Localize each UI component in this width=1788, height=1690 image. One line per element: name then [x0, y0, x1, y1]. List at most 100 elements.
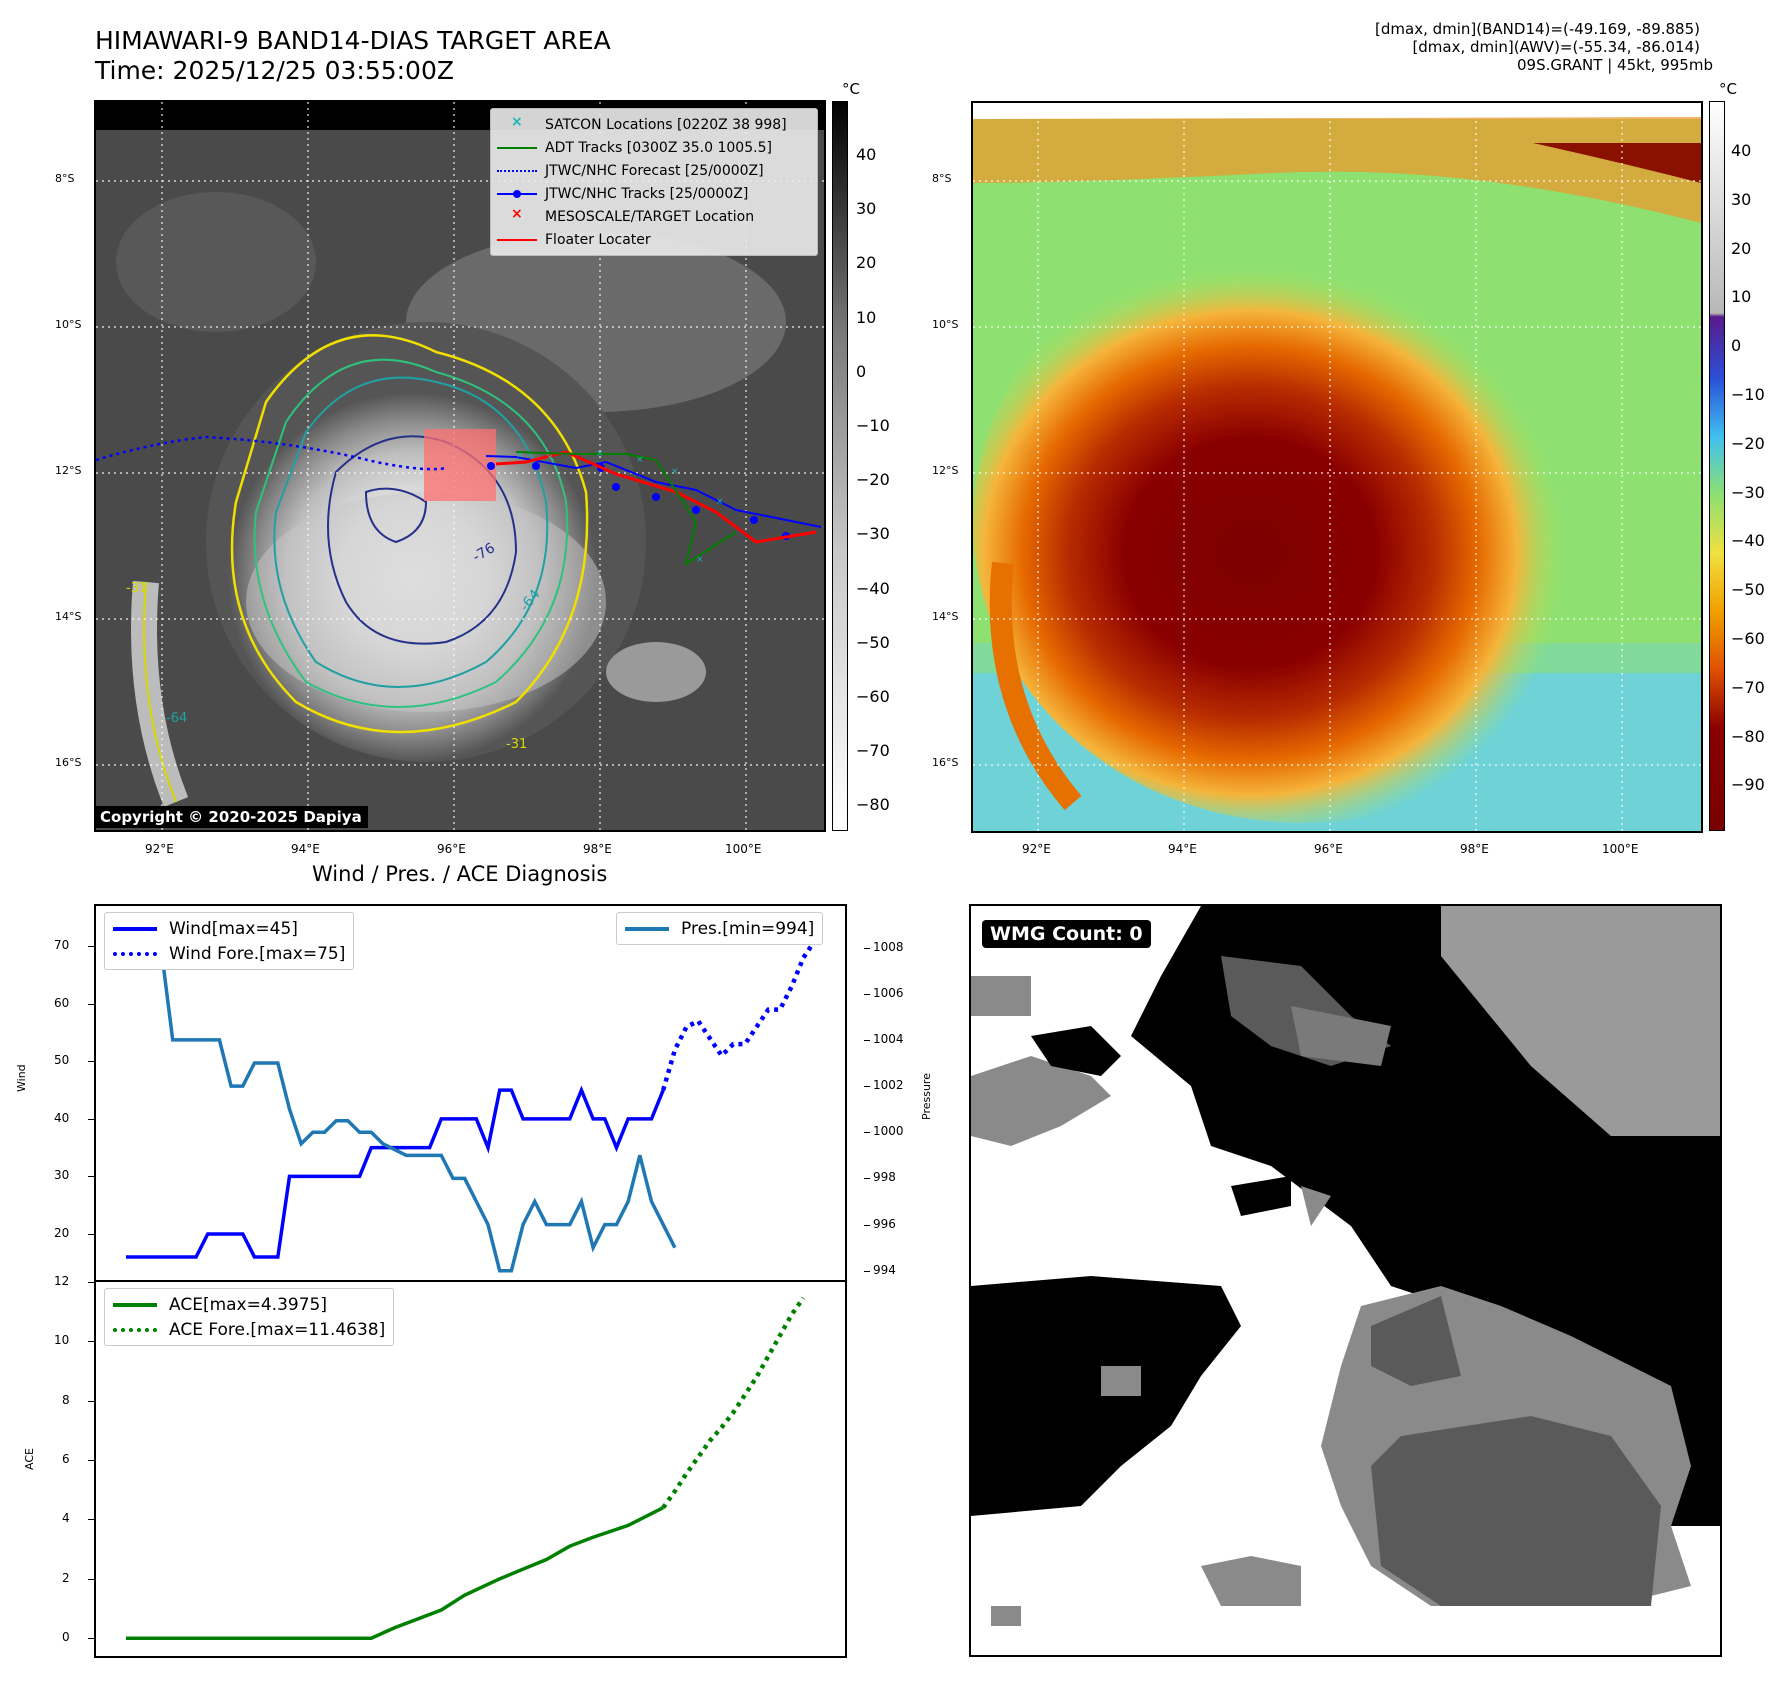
series-wind — [126, 1085, 665, 1259]
colorbar-right-tick-label: −30 — [1731, 482, 1765, 502]
legend-item-tracks: JTWC/NHC Tracks [25/0000Z] — [497, 182, 811, 205]
series-wind-fore- — [661, 939, 817, 1091]
lon-label: 100°E — [1602, 842, 1639, 856]
ace-tick-left: 0 — [62, 1630, 70, 1645]
lat-label: 10°S — [932, 318, 959, 331]
legend-item-satcon: × SATCON Locations [0220Z 38 998] — [511, 113, 787, 133]
legend-label: Floater Locater — [545, 231, 651, 248]
colorbar-right-tick-label: 20 — [1731, 238, 1752, 258]
series-pres- — [149, 945, 677, 1273]
lon-label: 94°E — [291, 842, 320, 856]
colorbar-right-tick-label: −90 — [1731, 775, 1765, 795]
colorbar-left-tick-label: −80 — [856, 795, 890, 815]
contour-label: -64 — [166, 711, 187, 726]
pressure-tick-right-mark — [864, 1132, 870, 1134]
svg-text:×: × — [546, 453, 554, 463]
wind-axis-label: Wind — [15, 1064, 28, 1092]
wind-tick-left-mark — [88, 1003, 94, 1005]
legend-item-ace-fore: ACE Fore.[max=11.4638] — [113, 1317, 385, 1342]
lon-label: 100°E — [725, 842, 762, 856]
ace-tick-left-mark — [88, 1400, 94, 1402]
chart-title: HIMAWARI-9 BAND14-DIAS TARGET AREA — [95, 26, 611, 55]
ace-axis-label: ACE — [23, 1448, 36, 1470]
lat-label: 14°S — [932, 610, 959, 623]
colorbar-left-tick-label: 30 — [856, 199, 877, 219]
wind-tick-left: 60 — [54, 995, 70, 1010]
legend-label: ACE Fore.[max=11.4638] — [169, 1319, 386, 1340]
legend-label: Wind Fore.[max=75] — [169, 943, 346, 964]
wind-tick-left-mark — [88, 1061, 94, 1063]
pressure-tick-right: 1002 — [873, 1078, 904, 1093]
ace-tick-left: 8 — [62, 1392, 70, 1407]
lat-label: 16°S — [55, 756, 82, 769]
colorbar-right-tick-label: −80 — [1731, 726, 1765, 746]
ace-tick-left-mark — [88, 1282, 94, 1283]
diagnosis-title: Wind / Pres. / ACE Diagnosis — [312, 862, 608, 886]
legend-label: ACE[max=4.3975] — [169, 1294, 327, 1315]
contour-label: -31 — [126, 581, 147, 596]
ace-tick-left: 2 — [62, 1570, 70, 1585]
info-dmax-band14: [dmax, dmin](BAND14)=(-49.169, -89.885) — [1375, 20, 1700, 38]
ace-tick-left-mark — [88, 1638, 94, 1640]
legend-item-forecast: JTWC/NHC Forecast [25/0000Z] — [497, 159, 811, 182]
map-legend: × SATCON Locations [0220Z 38 998] ADT Tr… — [490, 108, 818, 256]
pressure-tick-right-mark — [864, 1039, 870, 1041]
legend-label: Wind[max=45] — [169, 918, 298, 939]
svg-text:×: × — [671, 467, 679, 477]
colorbar-right-tick-label: −60 — [1731, 629, 1765, 648]
lat-label: 8°S — [55, 172, 75, 185]
colorbar-left-tick-label: −40 — [856, 578, 890, 598]
wind-pressure-plot — [126, 939, 817, 1273]
colorbar-right-tick-label: −10 — [1731, 385, 1765, 404]
jtwc-forecast-track — [96, 435, 447, 471]
colorbar-left-tick-label: −30 — [856, 524, 890, 544]
floater-locater — [495, 450, 817, 544]
colorbar-left-tick-label: 20 — [856, 253, 877, 273]
legend-label: SATCON Locations [0220Z 38 998] — [545, 116, 787, 133]
colorbar-left-tick-label: −20 — [856, 470, 890, 490]
svg-text:×: × — [696, 555, 704, 565]
wind-tick-left-mark — [88, 1233, 94, 1235]
lon-label: 96°E — [1314, 842, 1343, 856]
adt-track — [515, 451, 737, 567]
pressure-legend: Pres.[min=994] — [616, 912, 824, 945]
ace-tick-left-mark — [88, 1460, 94, 1462]
pressure-tick-right: 998 — [873, 1170, 896, 1185]
lon-label: 92°E — [145, 842, 174, 856]
colorbar-left-tick-label: −60 — [856, 687, 890, 706]
contour-label: -31 — [506, 737, 527, 752]
awv-color-map — [971, 101, 1703, 833]
wind-tick-left: 70 — [54, 938, 70, 953]
colorbar-left-tick-label: −70 — [856, 741, 890, 761]
copyright-badge: Copyright © 2020-2025 Dapiya — [94, 806, 368, 828]
colorbar-left — [832, 101, 848, 831]
svg-text:×: × — [516, 451, 524, 461]
colorbar-right-tick-label: 40 — [1731, 141, 1752, 160]
svg-text:×: × — [596, 449, 604, 459]
pressure-tick-right-mark — [864, 1270, 870, 1272]
ace-tick-left-mark — [88, 1519, 94, 1521]
colorbar-right-tick-label: 0 — [1731, 336, 1742, 356]
colorbar-right-tick-label: −20 — [1731, 433, 1765, 453]
mesoscale-target-box — [424, 429, 496, 501]
colorbar-left-unit: °C — [842, 80, 860, 98]
pressure-tick-right-mark — [864, 1178, 870, 1180]
svg-text:×: × — [636, 455, 644, 465]
legend-item-wind-fore: Wind Fore.[max=75] — [113, 941, 345, 966]
pressure-tick-right: 996 — [873, 1216, 896, 1231]
colorbar-right-tick-label: 30 — [1731, 189, 1752, 209]
legend-label: MESOSCALE/TARGET Location — [545, 208, 755, 225]
colorbar-right-tick-label: −70 — [1731, 677, 1765, 697]
colorbar-right-tick-label: 10 — [1731, 287, 1752, 307]
series-ace — [126, 1506, 664, 1640]
colorbar-left-tick-label: 0 — [856, 361, 867, 381]
ace-tick-left: 12 — [54, 1274, 70, 1288]
lon-label: 92°E — [1022, 842, 1051, 856]
lat-label: 10°S — [55, 318, 82, 331]
ace-tick-left-mark — [88, 1341, 94, 1343]
ace-tick-left: 4 — [62, 1511, 70, 1526]
pressure-tick-right-mark — [864, 947, 870, 949]
series-ace-fore- — [661, 1296, 806, 1509]
lat-label: 12°S — [932, 464, 959, 477]
info-dmax-awv: [dmax, dmin](AWV)=(-55.34, -86.014) — [1412, 38, 1700, 56]
